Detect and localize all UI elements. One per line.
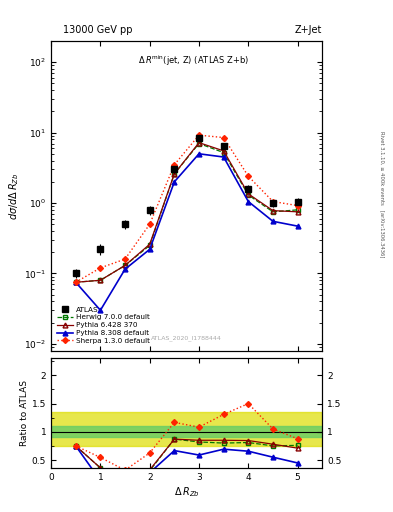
Text: Z+Jet: Z+Jet xyxy=(295,25,322,35)
Bar xyxy=(51,426,322,437)
Text: 13000 GeV pp: 13000 GeV pp xyxy=(63,25,132,35)
Y-axis label: $d\sigma/d\Delta\,R_{Zb}$: $d\sigma/d\Delta\,R_{Zb}$ xyxy=(7,172,21,220)
Text: Rivet 3.1.10, ≥ 400k events   [arXiv:1306.3436]: Rivet 3.1.10, ≥ 400k events [arXiv:1306.… xyxy=(379,131,384,258)
X-axis label: $\Delta\,R_{Zb}$: $\Delta\,R_{Zb}$ xyxy=(174,485,200,499)
Text: ATLAS_2020_I1788444: ATLAS_2020_I1788444 xyxy=(151,336,222,342)
Legend: ATLAS, Herwig 7.0.0 default, Pythia 6.428 370, Pythia 8.308 default, Sherpa 1.3.: ATLAS, Herwig 7.0.0 default, Pythia 6.42… xyxy=(57,307,150,344)
Bar xyxy=(51,412,322,446)
Y-axis label: Ratio to ATLAS: Ratio to ATLAS xyxy=(20,380,29,446)
Text: $\Delta\,R^{\rm min}$(jet, Z) (ATLAS Z+b): $\Delta\,R^{\rm min}$(jet, Z) (ATLAS Z+b… xyxy=(138,53,249,68)
